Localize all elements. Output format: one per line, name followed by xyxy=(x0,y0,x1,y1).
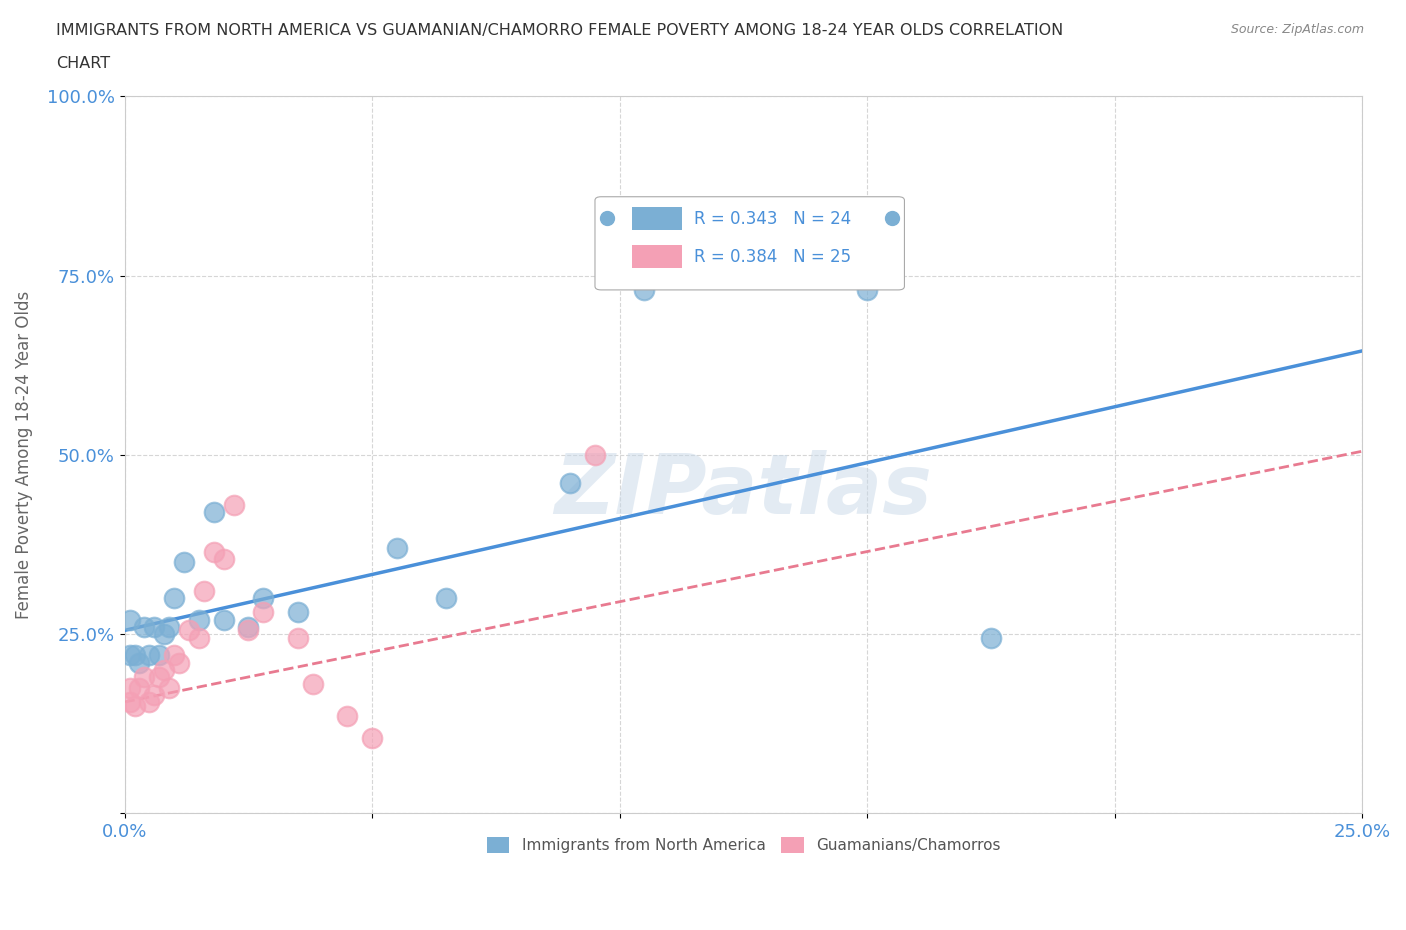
Bar xyxy=(633,246,682,269)
Point xyxy=(212,612,235,627)
Point xyxy=(287,631,309,645)
Point xyxy=(118,695,141,710)
Point xyxy=(148,648,170,663)
Point xyxy=(118,612,141,627)
Point xyxy=(128,680,150,695)
Point xyxy=(252,605,274,620)
Text: IMMIGRANTS FROM NORTH AMERICA VS GUAMANIAN/CHAMORRO FEMALE POVERTY AMONG 18-24 Y: IMMIGRANTS FROM NORTH AMERICA VS GUAMANI… xyxy=(56,23,1063,38)
Point xyxy=(287,605,309,620)
Point xyxy=(157,680,180,695)
Point xyxy=(560,476,582,491)
Point xyxy=(148,670,170,684)
Point xyxy=(361,730,384,745)
Point xyxy=(177,623,200,638)
FancyBboxPatch shape xyxy=(595,197,904,290)
Bar xyxy=(633,207,682,231)
Point xyxy=(124,698,146,713)
Legend: Immigrants from North America, Guamanians/Chamorros: Immigrants from North America, Guamanian… xyxy=(481,831,1007,859)
Text: Source: ZipAtlas.com: Source: ZipAtlas.com xyxy=(1230,23,1364,36)
Point xyxy=(134,619,156,634)
Point xyxy=(583,447,606,462)
Point xyxy=(436,591,458,605)
Point xyxy=(202,505,225,520)
Point xyxy=(980,631,1002,645)
Point xyxy=(193,583,215,598)
Point xyxy=(143,619,166,634)
Point xyxy=(153,627,176,642)
Y-axis label: Female Poverty Among 18-24 Year Olds: Female Poverty Among 18-24 Year Olds xyxy=(15,291,32,618)
Point xyxy=(118,680,141,695)
Point xyxy=(138,648,160,663)
Point xyxy=(301,677,323,692)
Point xyxy=(173,555,195,570)
Point xyxy=(143,687,166,702)
Point xyxy=(252,591,274,605)
Point xyxy=(187,631,209,645)
Point xyxy=(385,540,408,555)
Point xyxy=(222,498,245,512)
Text: R = 0.343   N = 24: R = 0.343 N = 24 xyxy=(695,210,851,228)
Point xyxy=(238,619,260,634)
Point xyxy=(138,695,160,710)
Point xyxy=(163,591,186,605)
Point xyxy=(163,648,186,663)
Point xyxy=(118,648,141,663)
Text: CHART: CHART xyxy=(56,56,110,71)
Point xyxy=(212,551,235,566)
Point xyxy=(187,612,209,627)
Point xyxy=(633,283,655,298)
Point xyxy=(856,283,879,298)
Point xyxy=(124,648,146,663)
Point xyxy=(336,709,359,724)
Point xyxy=(157,619,180,634)
Point xyxy=(238,623,260,638)
Point xyxy=(128,655,150,670)
Point xyxy=(153,662,176,677)
Text: R = 0.384   N = 25: R = 0.384 N = 25 xyxy=(695,248,851,266)
Point xyxy=(167,655,190,670)
Point xyxy=(134,670,156,684)
Point xyxy=(202,544,225,559)
Text: ZIPatlas: ZIPatlas xyxy=(554,450,932,531)
